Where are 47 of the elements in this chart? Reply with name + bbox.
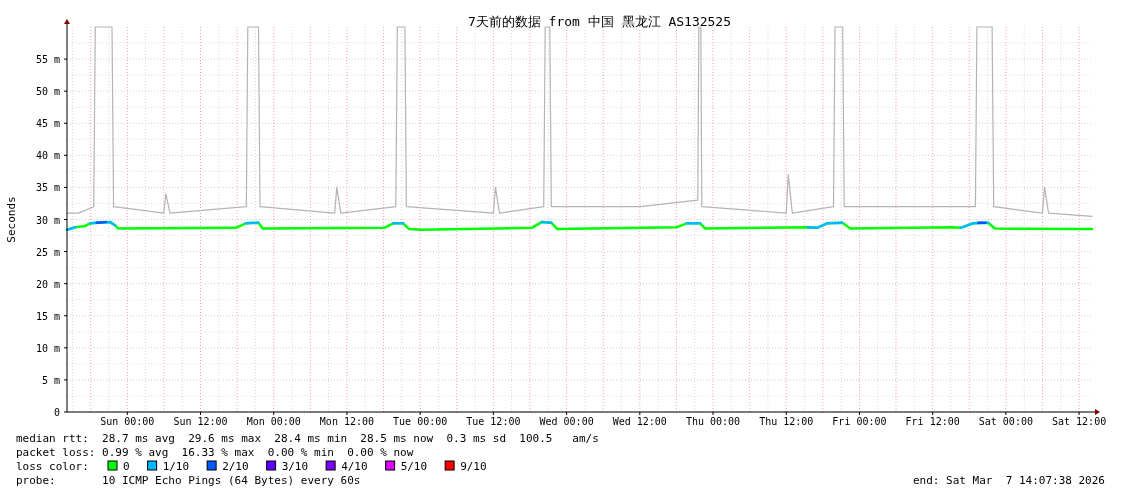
y-tick-label: 45 m — [35, 118, 60, 130]
legend-item: 4/10 — [325, 460, 368, 473]
legend-label: 3/10 — [281, 460, 309, 473]
x-tick-label: Wed 00:00 — [539, 416, 594, 427]
chart-title: 7天前的数据 from 中国 黑龙江 AS132525 — [467, 14, 732, 29]
y-tick-label: 20 m — [35, 278, 60, 290]
x-tick-label: Sun 12:00 — [173, 416, 228, 427]
legend-label: 4/10 — [341, 460, 368, 473]
y-tick-label: 35 m — [35, 182, 60, 194]
y-axis-title: Seconds — [5, 196, 18, 243]
text: end: Sat Mar 7 14:07:38 2026 — [912, 474, 1105, 487]
legend-label: 9/10 — [460, 460, 487, 473]
legend-label: 2/10 — [222, 460, 249, 473]
text: loss color: — [16, 460, 89, 473]
text: median rtt: 28.7 ms avg 29.6 ms max 28.4 ms min 28.5 ms now 0.3 ms sd 100.5 am/s — [16, 432, 599, 445]
y-tick-label: 25 m — [35, 246, 60, 258]
x-tick-label: Mon 12:00 — [319, 416, 375, 427]
legend-label: 1/10 — [162, 460, 190, 473]
x-tick-label: Thu 00:00 — [685, 416, 741, 427]
legend-item: 0 — [107, 460, 130, 473]
x-tick-label: Tue 00:00 — [393, 416, 448, 427]
legend-item: 1/10 — [147, 460, 190, 473]
x-tick-label: Sat 00:00 — [978, 416, 1033, 427]
legend-item: 5/10 — [385, 460, 428, 473]
x-tick-label: Sun 00:00 — [100, 416, 155, 427]
legend-item: 2/10 — [206, 460, 249, 473]
legend-label: 0 — [123, 460, 130, 473]
x-tick-label: Fri 12:00 — [905, 416, 960, 427]
x-tick-label: Fri 00:00 — [832, 416, 887, 427]
y-tick-label: 0 — [53, 407, 60, 418]
y-tick-label: 5 m — [41, 374, 60, 386]
x-tick-label: Wed 12:00 — [612, 416, 667, 427]
legend-label: 5/10 — [400, 460, 428, 473]
y-tick-label: 40 m — [35, 150, 60, 162]
x-tick-label: Sat 12:00 — [1051, 416, 1107, 427]
x-tick-label: Mon 00:00 — [246, 416, 301, 427]
legend-item: 9/10 — [444, 460, 487, 473]
x-tick-label: Tue 12:00 — [466, 416, 521, 427]
legend-item: 3/10 — [266, 460, 309, 473]
y-tick-label: 10 m — [35, 342, 60, 354]
text: packet loss: 0.99 % avg 16.33 % max 0.00 % min 0.00 % now — [16, 446, 414, 459]
text: probe: 10 ICMP Echo Pings (64 Bytes) every 60s — [16, 474, 361, 487]
y-tick-label: 15 m — [35, 310, 60, 322]
y-tick-label: 55 m — [35, 54, 60, 66]
y-tick-label: 50 m — [35, 86, 60, 98]
y-tick-label: 30 m — [35, 214, 60, 226]
x-tick-label: Thu 12:00 — [759, 416, 814, 427]
